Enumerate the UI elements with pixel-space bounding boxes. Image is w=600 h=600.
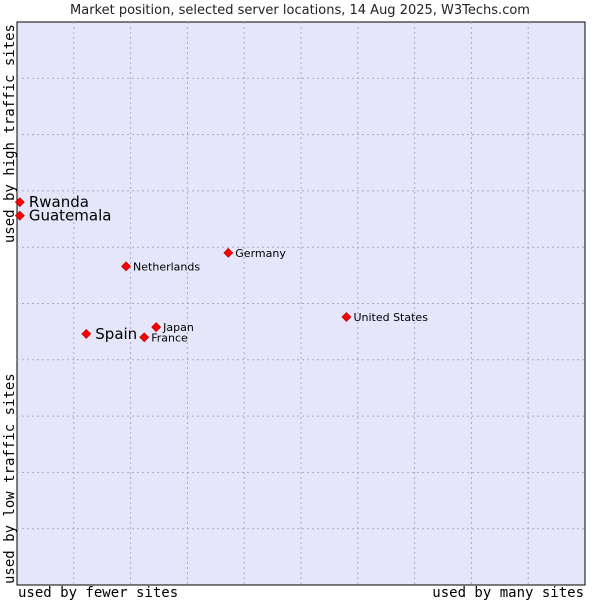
data-point-japan: Japan <box>151 321 194 334</box>
chart-title: Market position, selected server locatio… <box>70 3 530 18</box>
y-axis-label-top: used by high traffic sites <box>2 24 18 243</box>
data-point-germany: Germany <box>223 247 286 260</box>
point-marker-france <box>139 332 150 343</box>
point-label-japan: Japan <box>162 321 194 334</box>
data-point-spain: Spain <box>81 325 137 343</box>
data-point-guatemala: Guatemala <box>14 207 112 225</box>
point-marker-netherlands <box>121 261 131 272</box>
point-label-guatemala: Guatemala <box>29 207 112 225</box>
grid-lines <box>17 22 585 585</box>
y-axis-label-bottom: used by low traffic sites <box>2 373 18 584</box>
point-label-united-states: United States <box>353 311 428 324</box>
point-marker-spain <box>81 328 92 339</box>
point-marker-germany <box>223 247 234 258</box>
point-label-spain: Spain <box>95 325 137 343</box>
data-point-france: France <box>139 331 188 344</box>
point-marker-united-states <box>341 312 352 322</box>
point-marker-japan <box>151 322 162 333</box>
point-label-netherlands: Netherlands <box>133 260 200 273</box>
x-axis-label-left: used by fewer sites <box>18 585 178 600</box>
point-label-rwanda: Rwanda <box>29 193 89 211</box>
data-point-rwanda: Rwanda <box>14 193 89 211</box>
point-label-germany: Germany <box>235 247 286 260</box>
point-label-france: France <box>151 331 188 344</box>
data-point-netherlands: Netherlands <box>121 260 200 273</box>
x-axis-label-right: used by many sites <box>432 585 584 600</box>
point-marker-guatemala <box>14 210 25 221</box>
point-marker-rwanda <box>14 197 25 208</box>
data-point-united-states: United States <box>341 311 428 324</box>
